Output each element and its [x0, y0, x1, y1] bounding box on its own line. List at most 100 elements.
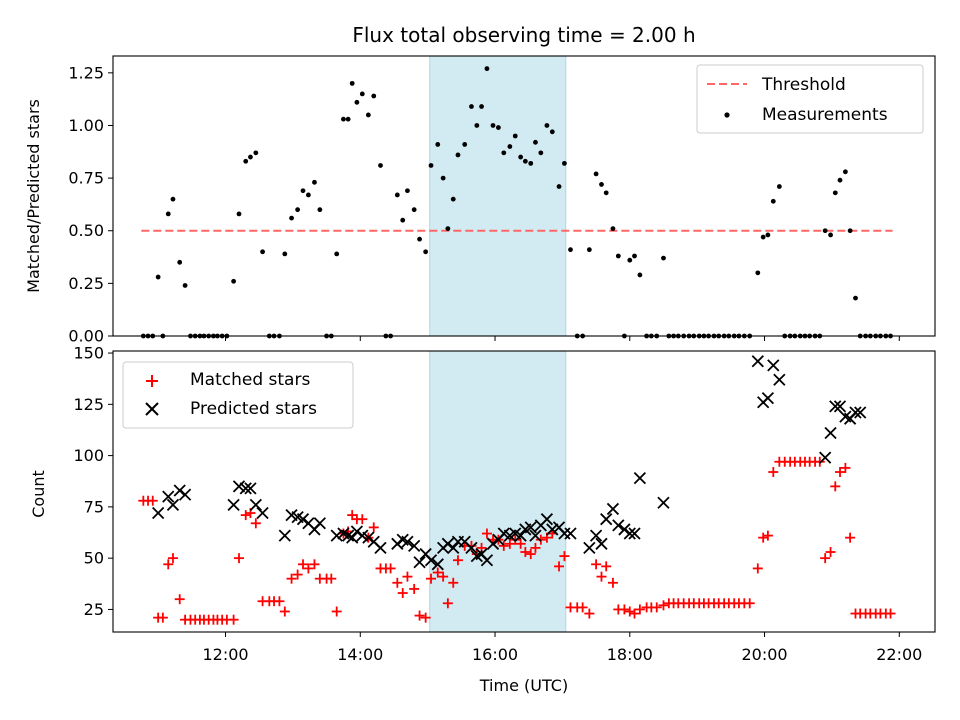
measurement-point: [417, 236, 422, 242]
measurement-point: [832, 190, 838, 196]
matched-star-point: [624, 606, 635, 617]
predicted-star-point: [514, 529, 527, 542]
predicted-star-point: [854, 406, 867, 419]
predicted-star-point: [362, 531, 375, 544]
measurement-point: [765, 232, 771, 238]
legend-measurements-label: Measurements: [762, 105, 888, 125]
predicted-star-point: [441, 537, 455, 550]
measurement-point: [282, 251, 288, 257]
ratio-x-ticks: [225, 336, 900, 341]
ratio-legend-box: [696, 64, 924, 134]
matched-star-point: [414, 610, 425, 621]
count-legend: Matched stars Predicted stars: [122, 361, 354, 429]
predicted-star-point: [773, 373, 786, 386]
matched-star-point: [607, 577, 618, 588]
matched-star-point: [274, 596, 285, 607]
measurement-point: [248, 154, 253, 160]
measurement-point: [260, 249, 265, 255]
measurement-point: [312, 179, 317, 185]
measurement-point: [610, 226, 616, 232]
matched-star-point: [420, 612, 431, 623]
measurement-point: [556, 184, 562, 189]
matched-star-point: [601, 561, 612, 572]
ratio-legend: Threshold Measurements: [696, 64, 924, 134]
observing-window-rect: [429, 350, 567, 633]
matched-star-point: [629, 608, 640, 619]
predicted-star-point: [350, 525, 364, 538]
measurement-point: [661, 255, 666, 261]
matched-star-point: [331, 606, 342, 617]
predicted-star-point: [424, 554, 438, 567]
count-axes: 25 50 75 100 125 150 12:00 14:00 16:00 18:00 20:0…: [29, 344, 936, 695]
matched-star-point: [448, 577, 459, 588]
predicted-star-point: [413, 556, 426, 569]
y-tick-label: 25: [84, 600, 104, 619]
matched-star-point: [634, 604, 645, 615]
ratio-y-axis-label: Matched/Predicted stars: [24, 99, 43, 293]
y-tick-label: 0.50: [68, 221, 104, 240]
measurement-point: [155, 274, 161, 280]
matched-star-point: [559, 551, 570, 562]
matched-star-point: [584, 608, 595, 619]
matched-star-point: [298, 559, 309, 570]
measurement-point: [776, 184, 782, 189]
measurement-point: [847, 228, 853, 234]
matched-star-point: [554, 561, 565, 572]
measurement-point: [544, 123, 550, 128]
predicted-star-point: [330, 529, 343, 542]
x-tick-label: 20:00: [741, 645, 787, 664]
matched-star-point: [535, 534, 546, 545]
measurement-point: [349, 80, 355, 86]
predicted-star-point: [628, 527, 641, 540]
measurement-point: [378, 163, 383, 168]
count-y-axis-label: Count: [29, 470, 48, 518]
ratio-axes-frame: [112, 55, 936, 337]
predicted-star-point: [447, 541, 460, 555]
x-tick-label: 18:00: [607, 645, 653, 664]
y-tick-label: 0.25: [68, 274, 104, 293]
measurement-point: [627, 257, 633, 263]
matched-star-point: [309, 559, 320, 570]
measurement-point: [533, 139, 538, 145]
measurement-point: [354, 99, 360, 105]
predicted-star-point: [431, 558, 444, 571]
predicted-star-point: [824, 426, 837, 440]
matched-star-point: [481, 528, 492, 539]
measurement-point: [562, 160, 567, 166]
matched-star-point: [357, 514, 368, 525]
matched-star-point: [228, 614, 239, 625]
measurement-point: [593, 171, 599, 177]
legend-matched-label: Matched stars: [190, 370, 310, 390]
measurement-point: [479, 104, 484, 109]
legend-matched-swatch: [146, 375, 158, 387]
matched-star-point: [510, 534, 521, 545]
measurement-point: [450, 196, 456, 202]
predicted-star-point: [173, 484, 186, 497]
measurement-point: [305, 192, 311, 198]
measurement-point: [345, 116, 351, 122]
predicted-star-point: [833, 400, 847, 413]
measurement-point: [400, 217, 406, 223]
measurement-point: [837, 177, 843, 183]
observing-window-rect: [429, 55, 567, 337]
measurement-point: [423, 249, 429, 255]
measurement-point: [755, 270, 761, 276]
matched-star-point: [504, 538, 515, 549]
matched-star-point: [515, 538, 526, 549]
predicted-star-point: [767, 359, 780, 372]
predicted-star-point: [606, 502, 620, 516]
predicted-star-point: [540, 513, 554, 526]
measurement-point: [455, 152, 461, 158]
measurement-point: [182, 283, 188, 288]
measurement-point: [435, 142, 441, 147]
count-x-ticks: 12:00 14:00 16:00 18:00 20:00 22:00: [202, 632, 922, 664]
y-tick-label: 75: [84, 497, 104, 516]
matched-star-point: [385, 563, 396, 574]
matched-star-point: [820, 553, 831, 564]
predicted-star-point: [819, 451, 832, 464]
x-tick-label: 16:00: [472, 645, 518, 664]
predicted-star-point: [178, 488, 192, 501]
predicted-star-point: [278, 529, 291, 542]
predicted-star-point: [166, 498, 180, 511]
